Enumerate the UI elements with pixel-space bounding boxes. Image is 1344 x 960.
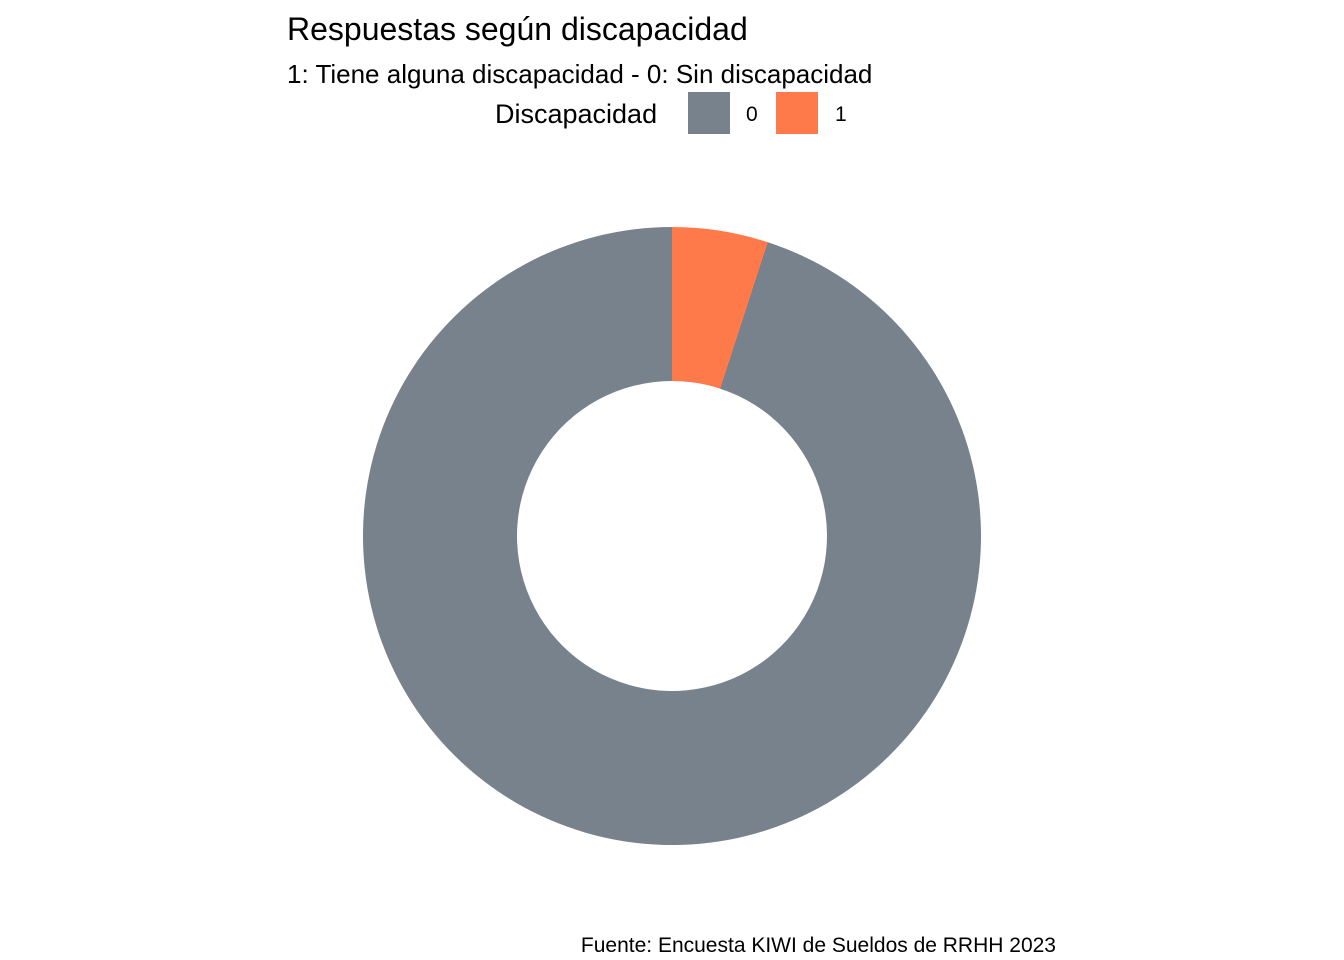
donut-slice-0 [363, 227, 981, 845]
chart-title: Respuestas según discapacidad [287, 11, 748, 47]
legend: Discapacidad 0 1 [0, 92, 1344, 136]
legend-title: Discapacidad [495, 99, 658, 129]
chart-caption: Fuente: Encuesta KIWI de Sueldos de RRHH… [580, 934, 1056, 957]
legend-key-1 [776, 92, 818, 134]
legend-label-0: 0 [746, 103, 758, 126]
chart-subtitle: 1: Tiene alguna discapacidad - 0: Sin di… [287, 59, 873, 89]
donut-slice-1 [672, 227, 768, 389]
legend-key-0 [688, 92, 730, 134]
legend-label-1: 1 [835, 103, 847, 126]
